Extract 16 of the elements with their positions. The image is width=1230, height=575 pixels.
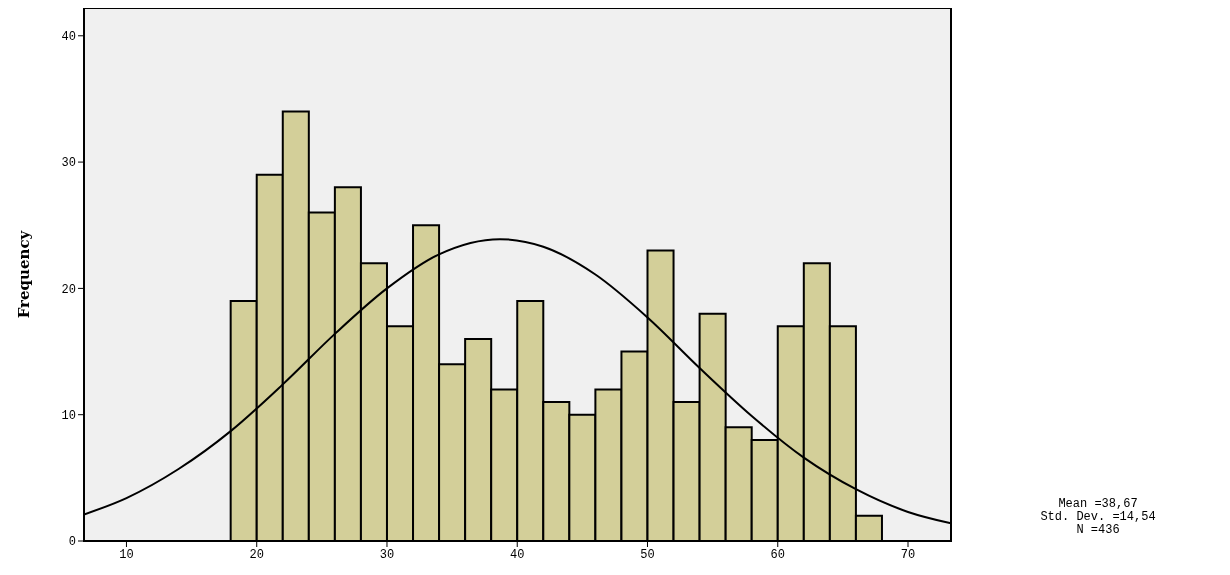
y-tick-label: 10 (61, 408, 76, 423)
text: Std. Dev. =14,54 (1039, 510, 1157, 524)
y-tick-label: 40 (61, 30, 76, 45)
x-tick-label: 30 (379, 547, 395, 562)
text: N =436 (1075, 523, 1121, 537)
x-tick-label: 50 (640, 547, 655, 562)
y-tick-label: 20 (61, 282, 76, 297)
x-tick-label: 20 (249, 547, 264, 562)
text: Mean =38,67 (1057, 497, 1139, 511)
x-tick-label: 70 (900, 547, 916, 562)
y-tick-label: 30 (61, 156, 76, 171)
y-axis-title: Frequency (15, 229, 34, 319)
x-tick-label: 60 (770, 547, 785, 562)
x-tick-label: 40 (510, 547, 525, 562)
x-tick-label: 10 (119, 547, 134, 562)
y-tick-label: 0 (68, 535, 76, 550)
